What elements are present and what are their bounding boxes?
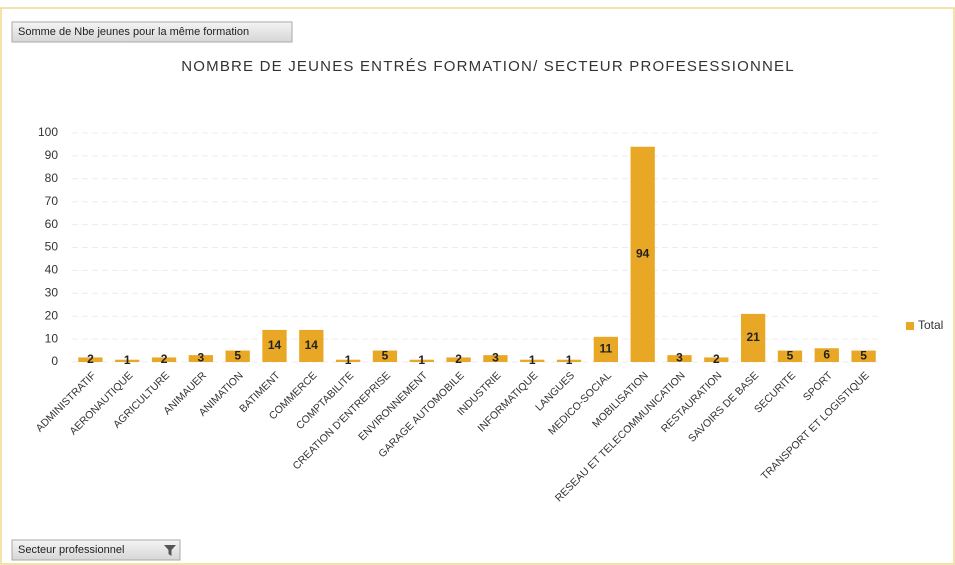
bar (262, 329, 287, 362)
chart-border (0, 7, 955, 565)
y-tick-label: 100 (38, 125, 58, 139)
value-field-button-label: Somme de Nbe jeunes pour la même formati… (18, 26, 249, 38)
y-tick-label: 50 (45, 240, 59, 254)
data-label: 5 (860, 348, 867, 362)
bar (740, 313, 766, 362)
data-label: 1 (566, 353, 573, 367)
data-label: 5 (787, 348, 794, 362)
bar (372, 350, 398, 362)
bar (704, 357, 729, 362)
y-tick-label: 30 (45, 285, 59, 299)
data-label: 94 (636, 247, 650, 261)
bar (188, 355, 214, 362)
data-label: 6 (823, 347, 830, 361)
bar (851, 350, 876, 362)
data-label: 14 (268, 338, 282, 352)
y-tick-label: 80 (45, 171, 59, 185)
y-tick-label: 70 (45, 194, 59, 208)
x-tick-label: SAVOIRS DE BASE (686, 370, 761, 445)
bar (299, 329, 324, 362)
x-tick-label: MEDICO-SOCIAL (546, 369, 614, 437)
bar (483, 355, 508, 362)
x-tick-label: ADMINISTRATIF (34, 370, 99, 435)
data-label: 2 (161, 352, 168, 366)
y-tick-label: 90 (45, 148, 59, 162)
bar (78, 357, 103, 362)
x-tick-label: RESEAU ET TELECOMMUNICATION (553, 370, 688, 505)
data-label: 2 (713, 352, 720, 366)
value-field-button[interactable] (11, 21, 293, 43)
data-label: 11 (600, 342, 613, 356)
y-tick-label: 0 (51, 354, 58, 368)
y-tick-label: 10 (45, 331, 59, 345)
y-tick-label: 20 (45, 308, 59, 322)
bar (446, 357, 471, 362)
bar (151, 357, 177, 362)
data-label: 2 (87, 352, 94, 366)
bar (556, 359, 582, 362)
bar (409, 359, 434, 362)
bar (667, 355, 692, 362)
bar (814, 348, 839, 362)
filter-icon (164, 545, 176, 556)
legend-label: Total (918, 318, 943, 332)
data-label: 1 (345, 353, 352, 367)
bar (225, 350, 250, 362)
x-tick-label: SPORT (801, 369, 835, 403)
data-label: 2 (455, 352, 462, 366)
bar (777, 350, 803, 362)
bar (593, 336, 619, 362)
data-label: 1 (529, 353, 536, 367)
bar (115, 359, 140, 362)
data-label: 5 (382, 348, 389, 362)
data-label: 1 (124, 353, 131, 367)
chart-title: NOMBRE DE JEUNES ENTRÉS FORMATION/ SECTE… (181, 58, 795, 75)
data-label: 1 (418, 353, 425, 367)
x-tick-label: ENVIRONNEMENT (356, 369, 430, 443)
bar (630, 146, 655, 362)
data-label: 3 (492, 351, 499, 365)
axis-field-button[interactable] (11, 539, 181, 561)
data-label: 3 (198, 351, 205, 365)
data-label: 14 (305, 338, 319, 352)
y-tick-label: 60 (45, 217, 59, 231)
bar (520, 359, 545, 362)
bar (335, 359, 361, 362)
data-label: 21 (746, 330, 760, 344)
data-label: 5 (234, 348, 241, 362)
legend-swatch (906, 322, 914, 330)
data-label: 3 (676, 351, 683, 365)
y-tick-label: 40 (45, 263, 59, 277)
x-tick-label: AERONAUTIQUE (67, 370, 135, 438)
axis-field-button-label: Secteur professionnel (18, 544, 124, 556)
